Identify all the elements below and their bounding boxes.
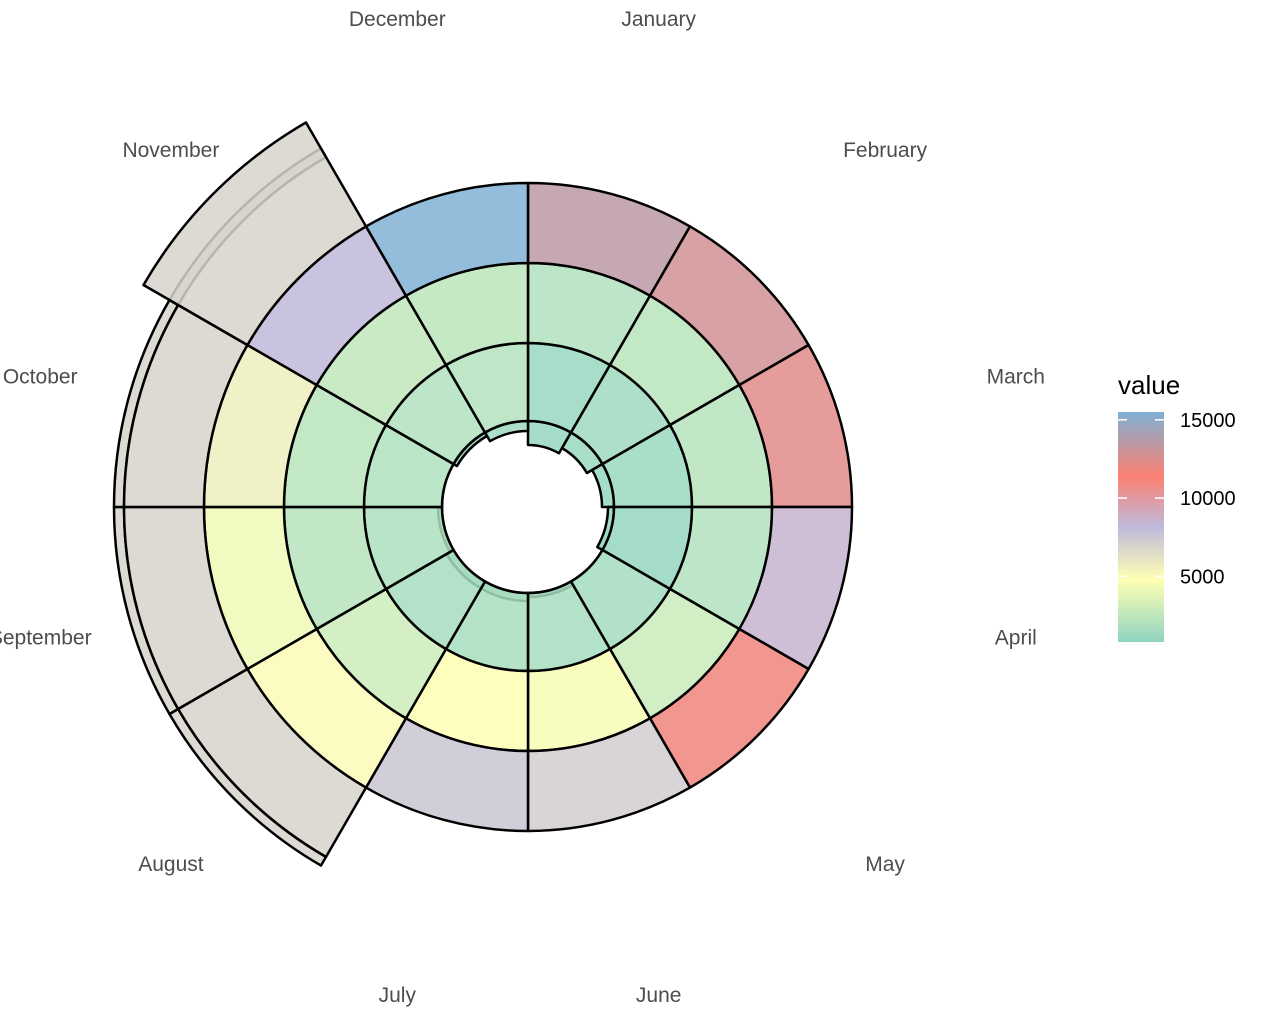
month-label-august: August <box>138 853 204 876</box>
legend-tick-label: 5000 <box>1180 566 1225 588</box>
legend-tick-label: 15000 <box>1180 410 1236 432</box>
segment-november-outer <box>142 121 368 347</box>
segment-december-ring4 <box>364 181 530 297</box>
month-label-may: May <box>865 853 905 876</box>
month-label-march: March <box>987 365 1045 388</box>
color-legend: value 15000 10000 5000 <box>1118 370 1236 642</box>
month-label-january: January <box>621 8 696 31</box>
month-label-february: February <box>843 139 928 162</box>
legend-title: value <box>1118 370 1180 400</box>
legend-tick-label: 10000 <box>1180 488 1236 510</box>
month-label-april: April <box>995 627 1037 650</box>
legend-ticks: 15000 10000 5000 <box>1118 410 1236 588</box>
legend-colorbar <box>1118 412 1164 642</box>
month-label-june: June <box>636 984 682 1007</box>
month-label-october: October <box>3 365 78 388</box>
month-label-november: November <box>122 139 219 162</box>
segments-layer <box>112 121 854 867</box>
month-label-december: December <box>349 8 446 31</box>
month-label-july: July <box>379 984 417 1007</box>
month-labels: January February March April May June July Augu… <box>0 8 1045 1007</box>
month-label-september: September <box>0 627 92 650</box>
